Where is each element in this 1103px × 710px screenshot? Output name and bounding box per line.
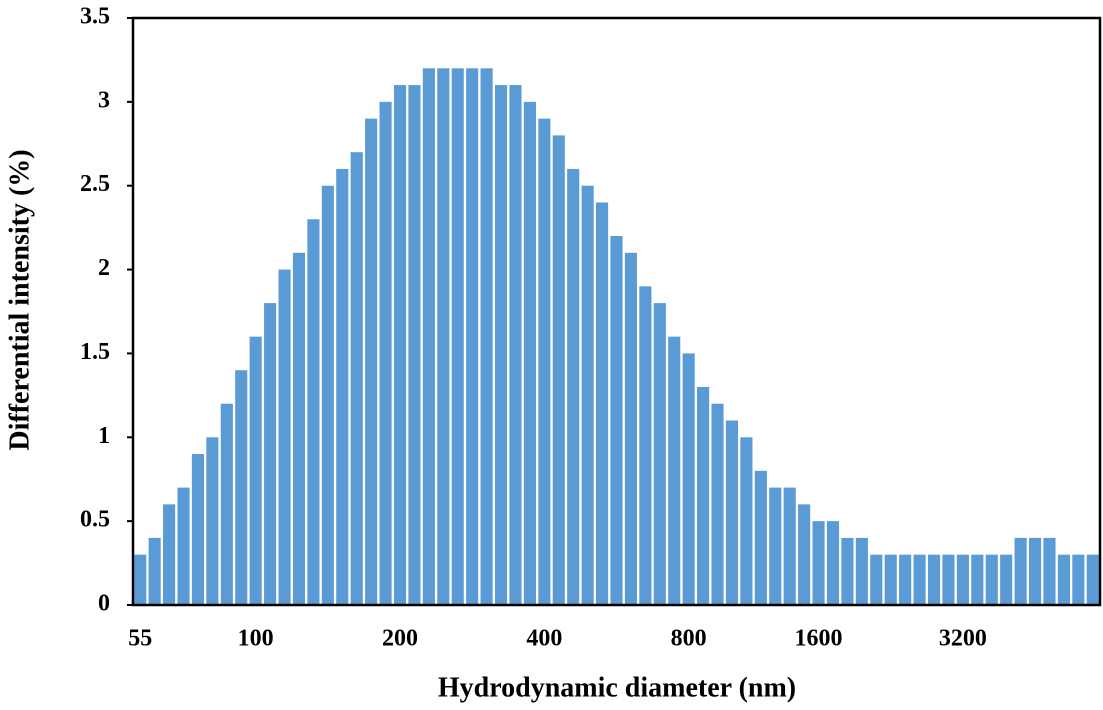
- bar: [321, 185, 334, 605]
- bar: [855, 537, 868, 605]
- bar: [668, 336, 681, 605]
- bar: [884, 554, 897, 605]
- bar: [711, 403, 724, 605]
- bar: [480, 68, 493, 606]
- bar: [148, 537, 161, 605]
- bar: [826, 521, 840, 605]
- bar: [220, 403, 233, 605]
- bar: [437, 68, 450, 606]
- y-tick-label: 0.5: [80, 507, 110, 533]
- y-tick-label: 1: [98, 423, 110, 449]
- bar: [292, 252, 306, 606]
- bar: [581, 185, 594, 605]
- bar: [610, 236, 623, 605]
- bar: [653, 303, 666, 605]
- bar: [1072, 554, 1085, 605]
- bar: [596, 202, 609, 605]
- bar: [538, 118, 551, 605]
- bar: [307, 219, 320, 605]
- bar: [163, 504, 176, 605]
- bar: [567, 168, 580, 605]
- bar: [379, 101, 392, 605]
- bar: [177, 487, 190, 605]
- bar: [783, 487, 796, 605]
- bar: [1057, 554, 1070, 605]
- bar: [451, 68, 464, 606]
- bar: [798, 504, 811, 605]
- bar: [552, 135, 565, 605]
- bar: [985, 554, 998, 605]
- x-tick-label: 3200: [939, 626, 987, 652]
- bar: [956, 554, 969, 605]
- bar: [466, 68, 479, 606]
- x-tick-label: 200: [382, 626, 418, 652]
- bar: [191, 454, 205, 605]
- bar: [769, 487, 782, 605]
- bar: [249, 336, 262, 605]
- bar: [870, 554, 883, 605]
- y-tick-label: 1.5: [80, 339, 110, 365]
- bar: [971, 554, 984, 605]
- bar: [740, 437, 753, 605]
- bar: [899, 554, 912, 605]
- bar: [278, 269, 291, 605]
- x-tick-label: 800: [671, 626, 707, 652]
- bar: [1043, 537, 1056, 605]
- y-tick-label: 3.5: [80, 4, 110, 30]
- x-tick-label: 55: [128, 626, 152, 652]
- bar: [494, 85, 508, 606]
- bar: [942, 554, 955, 605]
- bar: [624, 252, 637, 606]
- bar: [264, 303, 277, 605]
- bar: [812, 521, 825, 605]
- bar: [422, 68, 435, 606]
- bar: [408, 85, 421, 606]
- bar: [509, 85, 522, 606]
- bar: [682, 353, 695, 605]
- y-tick-label: 2.5: [80, 171, 110, 197]
- bar: [913, 554, 926, 605]
- x-tick-label: 1600: [795, 626, 843, 652]
- bar: [927, 554, 941, 605]
- bar: [206, 437, 219, 605]
- bar: [725, 420, 739, 605]
- y-tick-label: 0: [98, 591, 110, 617]
- bar: [1014, 537, 1027, 605]
- y-tick-label: 3: [98, 87, 110, 113]
- bar: [639, 286, 652, 605]
- bar: [134, 554, 147, 605]
- bar: [235, 370, 248, 605]
- bar: [841, 537, 854, 605]
- bar: [697, 386, 710, 605]
- bar: [1028, 537, 1042, 605]
- plot-frame: [131, 16, 1102, 607]
- bar: [754, 470, 767, 605]
- x-tick-label: 100: [238, 626, 274, 652]
- bar: [1086, 554, 1099, 605]
- y-axis-title: Differential intensity (%): [4, 149, 35, 450]
- bar: [336, 168, 349, 605]
- x-axis-title: Hydrodynamic diameter (nm): [438, 672, 796, 703]
- bar: [350, 152, 363, 605]
- bar: [393, 85, 407, 606]
- y-tick-label: 2: [98, 255, 110, 281]
- bar: [365, 118, 378, 605]
- x-tick-label: 400: [526, 626, 562, 652]
- bar: [1000, 554, 1013, 605]
- bar: [523, 101, 536, 605]
